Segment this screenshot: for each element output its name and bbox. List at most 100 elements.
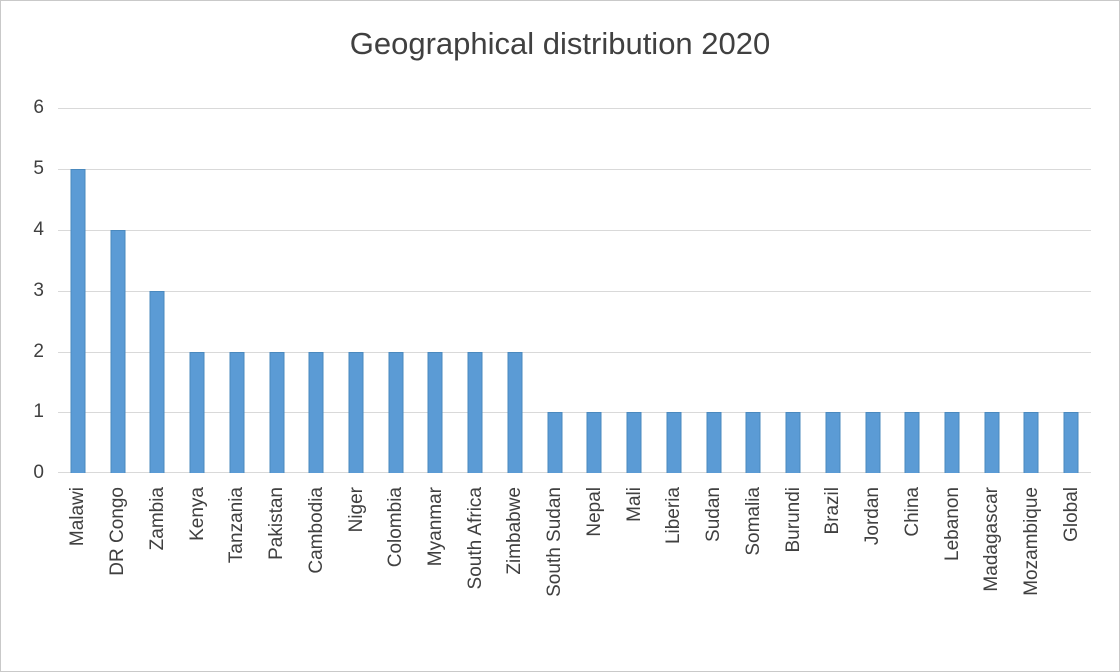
x-axis-label: South Africa xyxy=(464,487,486,590)
plot-area: 0 1 2 3 4 5 6 xyxy=(33,97,1091,483)
bar xyxy=(189,351,205,474)
x-axis-label-cell: Myanmar xyxy=(416,473,456,597)
bar xyxy=(348,351,364,474)
x-axis-label: Nepal xyxy=(583,487,605,537)
x-axis-label: Liberia xyxy=(663,487,685,545)
bar xyxy=(467,351,483,474)
bar xyxy=(1023,412,1039,474)
x-axis-label-cell: Madagascar xyxy=(972,473,1012,597)
x-axis-label: South Sudan xyxy=(544,487,566,598)
bar xyxy=(149,290,165,474)
x-axis-label-cell: Pakistan xyxy=(257,473,297,597)
bar-column xyxy=(336,108,376,474)
bar-column xyxy=(58,108,98,474)
bar-column xyxy=(217,108,257,474)
x-axis-label-cell: Malawi xyxy=(58,473,98,597)
x-axis-label-cell: Mali xyxy=(614,473,654,597)
x-axis-label: Colombia xyxy=(385,487,407,568)
y-axis-tick-label: 0 xyxy=(33,462,44,484)
x-axis-label-cell: Sudan xyxy=(694,473,734,597)
x-axis-label: Zimbabwe xyxy=(504,487,526,575)
x-axis-label: Somalia xyxy=(742,487,764,556)
x-axis-label: China xyxy=(901,487,923,537)
x-axis-label-cell: Brazil xyxy=(813,473,853,597)
bar-column xyxy=(257,108,297,474)
x-axis-label: Zambia xyxy=(146,487,168,551)
bar xyxy=(865,412,881,474)
bar xyxy=(1063,412,1079,474)
y-axis-tick-label: 2 xyxy=(33,340,44,362)
bar-column xyxy=(1012,108,1052,474)
bar-column xyxy=(892,108,932,474)
y-axis-tick-label: 1 xyxy=(33,401,44,423)
x-axis-label-cell: Jordan xyxy=(853,473,893,597)
x-axis-label-cell: South Africa xyxy=(455,473,495,597)
gridline xyxy=(58,472,1091,474)
x-axis-label-cell: Nepal xyxy=(575,473,615,597)
bar xyxy=(904,412,920,474)
bar-column xyxy=(972,108,1012,474)
bar-column xyxy=(416,108,456,474)
bar-column xyxy=(98,108,138,474)
bar-column xyxy=(813,108,853,474)
bar xyxy=(825,412,841,474)
bar xyxy=(308,351,324,474)
x-axis-label: Brazil xyxy=(822,487,844,535)
x-axis-label: Mozambique xyxy=(1020,487,1042,596)
x-axis-label-cell: China xyxy=(892,473,932,597)
bar xyxy=(626,412,642,474)
bar-column xyxy=(535,108,575,474)
y-axis-tick-label: 3 xyxy=(33,279,44,301)
bar xyxy=(984,412,1000,474)
gridline xyxy=(58,229,1091,231)
x-axis: Malawi DR Congo Zambia Kenya Tanzania Pakista… xyxy=(58,473,1091,597)
x-axis-label: Mali xyxy=(623,487,645,523)
x-axis-label-cell: Colombia xyxy=(376,473,416,597)
bar xyxy=(269,351,285,474)
bar-column xyxy=(694,108,734,474)
bar xyxy=(547,412,563,474)
y-axis-tick-label: 4 xyxy=(33,218,44,240)
bar xyxy=(427,351,443,474)
y-axis-tick-label: 5 xyxy=(33,158,44,180)
x-axis-label: Burundi xyxy=(782,487,804,553)
x-axis-label-cell: Kenya xyxy=(177,473,217,597)
bar-column xyxy=(654,108,694,474)
x-axis-label: Niger xyxy=(345,487,367,533)
x-axis-label: Malawi xyxy=(67,487,89,547)
gridline xyxy=(58,351,1091,353)
x-axis-label: Sudan xyxy=(703,487,725,543)
bar-column xyxy=(376,108,416,474)
x-axis-label-cell: South Sudan xyxy=(535,473,575,597)
x-axis-label: Myanmar xyxy=(424,487,446,567)
bar xyxy=(785,412,801,474)
bar xyxy=(745,412,761,474)
x-axis-label: Pakistan xyxy=(266,487,288,561)
bar-column xyxy=(932,108,972,474)
bar xyxy=(944,412,960,474)
x-axis-label: Lebanon xyxy=(941,487,963,562)
bar-column xyxy=(773,108,813,474)
y-axis-tick-label: 6 xyxy=(33,97,44,119)
x-axis-label: DR Congo xyxy=(107,487,129,576)
bar-column xyxy=(575,108,615,474)
bar xyxy=(706,412,722,474)
x-axis-label-cell: Zimbabwe xyxy=(495,473,535,597)
gridline xyxy=(58,412,1091,414)
x-axis-label: Madagascar xyxy=(981,487,1003,592)
bar-column xyxy=(137,108,177,474)
x-axis-label-cell: Tanzania xyxy=(217,473,257,597)
bar xyxy=(110,229,126,474)
y-axis: 0 1 2 3 4 5 6 xyxy=(6,97,44,483)
gridline xyxy=(58,108,1091,110)
gridlines xyxy=(58,108,1091,474)
x-axis-label: Kenya xyxy=(186,487,208,542)
x-axis-label-cell: Somalia xyxy=(733,473,773,597)
x-axis-label-cell: Global xyxy=(1051,473,1091,597)
x-axis-label: Tanzania xyxy=(226,487,248,564)
bar xyxy=(507,351,523,474)
bar-series xyxy=(58,108,1091,474)
gridline xyxy=(58,169,1091,171)
x-axis-label-cell: Burundi xyxy=(773,473,813,597)
bar xyxy=(666,412,682,474)
